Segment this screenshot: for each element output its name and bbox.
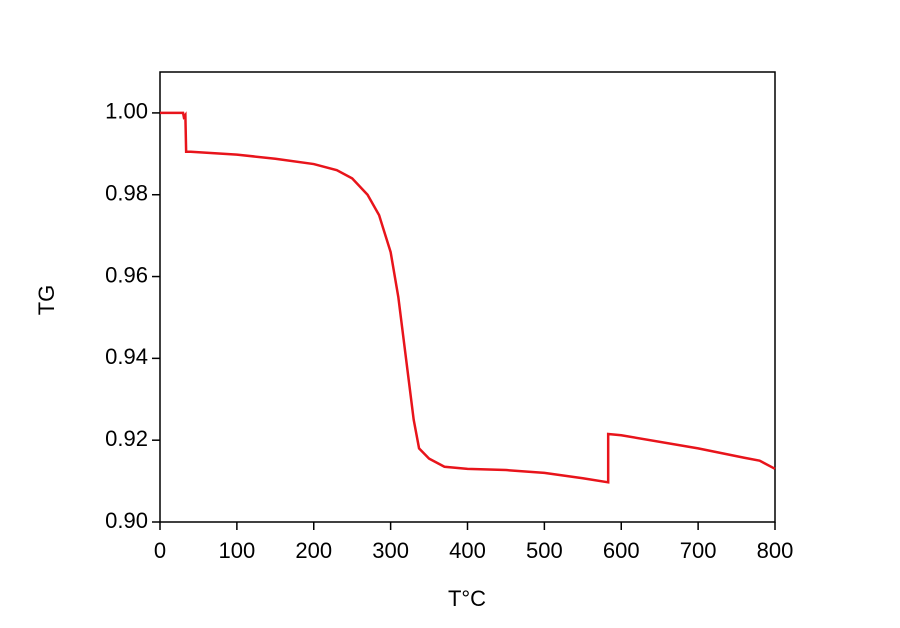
x-tick-label: 300 (372, 538, 409, 563)
y-tick-label: 0.96 (105, 262, 148, 287)
plot-frame (159, 71, 776, 523)
x-tick-label: 700 (680, 538, 717, 563)
x-tick-label: 0 (154, 538, 166, 563)
x-axis-label: T°C (448, 586, 486, 611)
data-line (160, 111, 776, 484)
x-tick-label: 100 (219, 538, 256, 563)
y-tick-label: 0.94 (105, 344, 148, 369)
x-tick-label: 600 (603, 538, 640, 563)
y-tick-label: 0.90 (105, 508, 148, 533)
x-tick-label: 200 (295, 538, 332, 563)
y-tick-label: 1.00 (105, 99, 148, 124)
x-tick-label: 500 (526, 538, 563, 563)
y-tick-label: 0.98 (105, 181, 148, 206)
x-tick-label: 800 (757, 538, 794, 563)
y-axis-label: TG (34, 285, 59, 316)
x-tick-label: 400 (449, 538, 486, 563)
y-tick-label: 0.92 (105, 426, 148, 451)
